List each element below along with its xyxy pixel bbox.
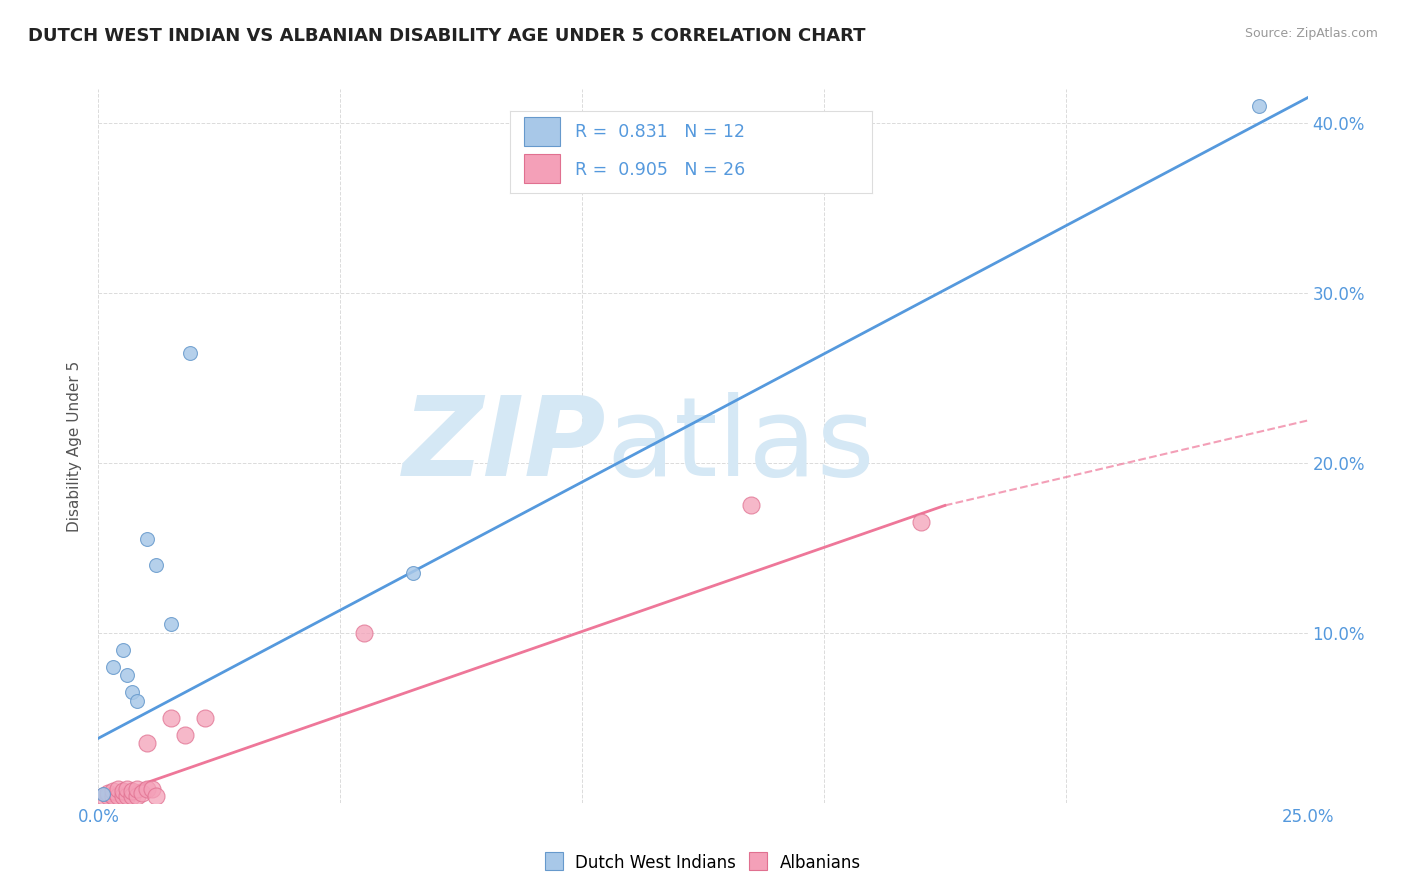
Point — [194, 711, 217, 725]
Point — [101, 784, 124, 798]
Point — [127, 789, 149, 803]
Point — [135, 736, 157, 750]
Point — [111, 643, 134, 657]
FancyBboxPatch shape — [524, 117, 561, 146]
Legend: Dutch West Indians, Albanians: Dutch West Indians, Albanians — [540, 848, 866, 877]
Text: ZIP: ZIP — [402, 392, 606, 500]
Point — [107, 782, 129, 797]
Point — [117, 782, 139, 797]
Point — [107, 789, 129, 803]
Text: DUTCH WEST INDIAN VS ALBANIAN DISABILITY AGE UNDER 5 CORRELATION CHART: DUTCH WEST INDIAN VS ALBANIAN DISABILITY… — [28, 27, 866, 45]
Point — [91, 787, 114, 801]
Point — [91, 789, 114, 803]
Text: R =  0.905   N = 26: R = 0.905 N = 26 — [575, 161, 745, 178]
Point — [1249, 99, 1271, 113]
Point — [101, 660, 124, 674]
Point — [121, 784, 143, 798]
Text: atlas: atlas — [606, 392, 875, 500]
Point — [135, 782, 157, 797]
Point — [740, 499, 762, 513]
Point — [910, 516, 932, 530]
Point — [145, 789, 167, 803]
Point — [160, 711, 183, 725]
Point — [402, 566, 425, 581]
FancyBboxPatch shape — [524, 154, 561, 183]
Point — [127, 782, 149, 797]
Point — [160, 617, 183, 632]
Point — [121, 685, 143, 699]
Point — [97, 786, 120, 800]
Point — [111, 789, 134, 803]
Point — [117, 789, 139, 803]
Y-axis label: Disability Age Under 5: Disability Age Under 5 — [67, 360, 83, 532]
Point — [135, 533, 157, 547]
Text: Source: ZipAtlas.com: Source: ZipAtlas.com — [1244, 27, 1378, 40]
Point — [101, 789, 124, 803]
Point — [353, 626, 375, 640]
Point — [141, 782, 163, 797]
Point — [127, 694, 149, 708]
Point — [97, 789, 120, 803]
Point — [131, 786, 153, 800]
Point — [117, 668, 139, 682]
Point — [145, 558, 167, 572]
Point — [174, 728, 197, 742]
Point — [179, 345, 201, 359]
Point — [111, 784, 134, 798]
Text: R =  0.831   N = 12: R = 0.831 N = 12 — [575, 123, 745, 141]
Point — [121, 789, 143, 803]
